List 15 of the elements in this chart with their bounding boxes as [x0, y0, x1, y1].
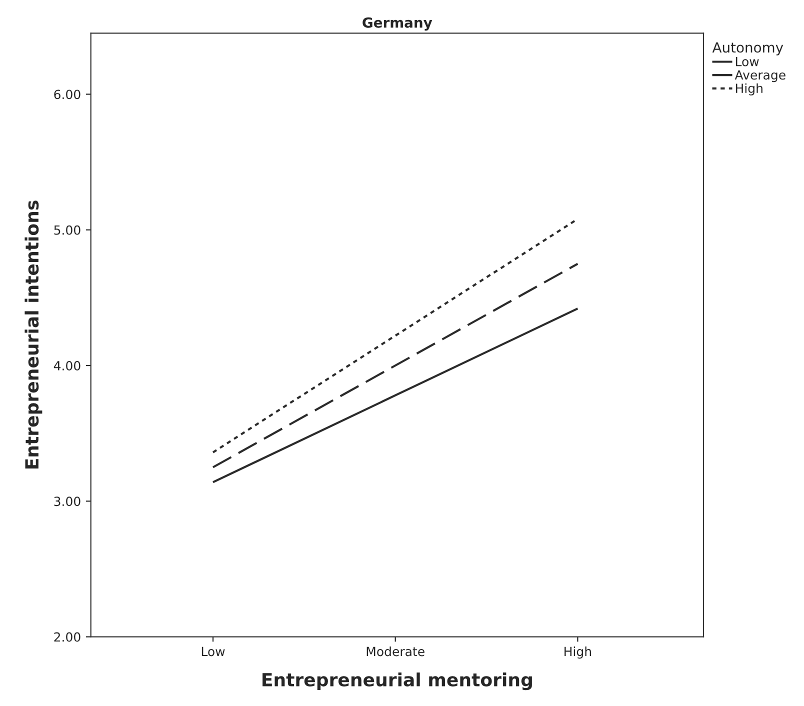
- y-tick-label: 2.00: [54, 632, 80, 642]
- chart-title: Germany: [362, 17, 432, 31]
- x-axis-title: Entrepreneurial mentoring: [262, 672, 532, 690]
- legend-label: Average: [734, 70, 786, 82]
- x-tick-label: Moderate: [366, 646, 424, 656]
- x-tick-label: Low: [202, 646, 225, 656]
- x-tick-label: High: [564, 646, 591, 659]
- legend-label: High: [736, 83, 762, 96]
- y-tick-label: 4.00: [54, 360, 80, 370]
- legend-title: Autonomy: [712, 42, 784, 56]
- y-tick-label: 3.00: [54, 496, 80, 506]
- y-axis-title: Entrepreneurial intentions: [24, 200, 42, 469]
- y-tick-label: 6.00: [54, 90, 80, 100]
- y-tick-label: 5.00: [54, 225, 80, 235]
- legend-label: Low: [736, 57, 759, 66]
